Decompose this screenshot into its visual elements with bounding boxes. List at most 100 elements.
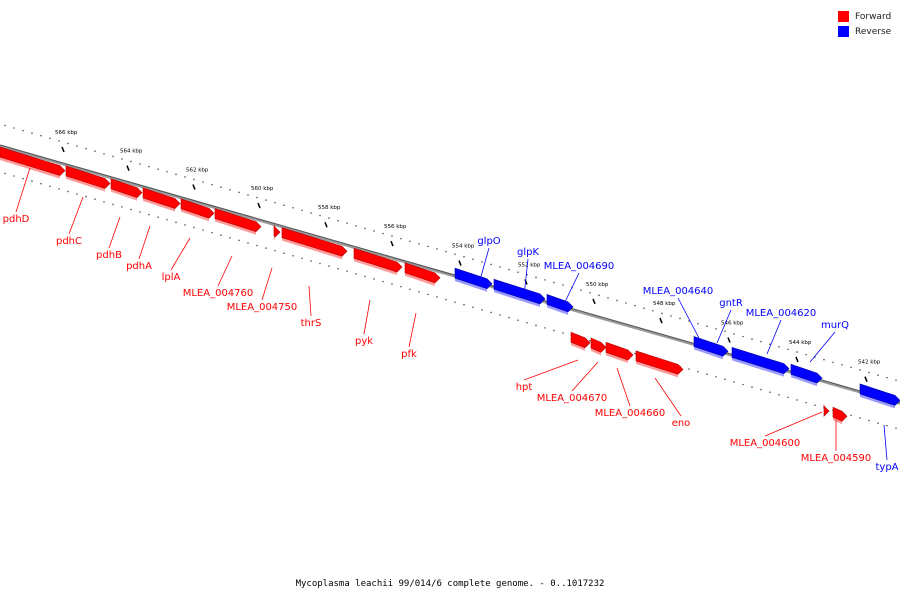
forward-label-0-leader: [15, 167, 31, 213]
tick-dot: [895, 427, 897, 430]
tick-dot: [175, 173, 177, 176]
gene-arrow: [493, 278, 546, 305]
tick-label: 556 kbp: [384, 224, 407, 230]
tick-dot: [355, 273, 357, 275]
gene-arrow: [454, 267, 493, 290]
tick-dot: [553, 329, 555, 332]
tick-dot: [220, 186, 222, 189]
tick-dot: [229, 188, 231, 191]
lower-reverse-label-0-leader: [883, 424, 888, 461]
tick-label: 560 kbp: [251, 186, 274, 192]
tick-dot: [832, 361, 834, 364]
lower-forward-label-0: hpt: [516, 382, 533, 393]
gene-arrow: [110, 178, 143, 198]
tick-dot: [94, 150, 96, 152]
tick-dot: [40, 182, 42, 185]
tick-dot: [715, 327, 717, 330]
gene-shadow: [860, 393, 895, 409]
tick-dot: [805, 353, 807, 356]
tick-dot: [436, 296, 438, 298]
tick-dot: [814, 404, 816, 406]
tick-dot: [148, 165, 150, 168]
forward-swatch: [838, 11, 849, 22]
gene-arrow: [65, 165, 111, 189]
tick-dot: [688, 320, 690, 322]
major-tick: [126, 165, 130, 171]
major-tick: [659, 317, 663, 324]
gene-shadow: [282, 237, 342, 260]
major-tick: [257, 202, 261, 209]
forward-label-1-leader: [68, 196, 84, 235]
forward-label-7: thrS: [301, 318, 322, 329]
reverse-gene: [493, 278, 546, 307]
tick-dot: [598, 294, 600, 297]
lower-forward-gene: [570, 331, 591, 351]
tick-dot: [895, 379, 897, 382]
reverse-gene: [859, 383, 900, 409]
tick-dot: [157, 168, 159, 170]
tick-dot: [301, 257, 303, 260]
tick-label: 562 kbp: [186, 167, 209, 173]
tick-dot: [13, 175, 15, 177]
reverse-label-1: glpK: [517, 247, 539, 258]
lower-forward-gene: [823, 404, 830, 417]
gene-shadow: [215, 218, 256, 235]
tick-dot: [868, 419, 870, 422]
gene-arrow: [546, 294, 574, 313]
tick-dot: [391, 283, 393, 285]
major-tick: [727, 337, 731, 343]
reverse-gene: [790, 363, 823, 387]
tick-label: 564 kbp: [120, 149, 143, 155]
tick-dot: [184, 176, 186, 178]
forward-label-0: pdhD: [3, 214, 30, 225]
tick-label: 552 kbp: [518, 262, 541, 268]
reverse-label-5-leader: [766, 319, 782, 355]
lower-forward-gene: [590, 337, 607, 356]
tick-dot: [364, 275, 366, 278]
tick-dot: [562, 332, 564, 334]
lower-forward-label-1: MLEA_004670: [537, 393, 608, 404]
tick-dot: [616, 299, 618, 302]
reverse-label: Reverse: [855, 26, 892, 37]
tick-dot: [688, 368, 690, 370]
tick-dot: [184, 224, 186, 226]
tick-dot: [553, 281, 555, 284]
gene-shadow: [405, 272, 435, 286]
reverse-gene: [731, 346, 790, 377]
gene-features: [0, 146, 900, 425]
tick-dot: [724, 378, 726, 381]
major-tick: [192, 184, 196, 190]
reverse-label-0-leader: [479, 247, 490, 281]
tick-dot: [112, 155, 114, 158]
tick-dot: [238, 191, 240, 194]
tick-dot: [193, 178, 195, 181]
forward-gene: [110, 178, 143, 201]
tick-dot: [634, 304, 636, 307]
gene-shadow: [494, 289, 540, 307]
lower-forward-label-1-leader: [571, 361, 599, 392]
tick-dot: [328, 265, 330, 267]
tick-dot: [787, 348, 789, 351]
lower-forward-gene: [832, 406, 848, 425]
forward-label-3-leader: [138, 225, 151, 260]
tick-dot: [202, 181, 204, 183]
tick-dot: [148, 213, 150, 216]
tick-dot: [22, 129, 24, 132]
gene-shadow: [455, 278, 487, 292]
gene-arrow: [635, 350, 684, 375]
tick-dot: [706, 373, 708, 376]
gene-shadow: [833, 417, 842, 425]
tick-dot: [337, 267, 339, 270]
tick-dot: [760, 388, 762, 391]
tick-dot: [544, 327, 546, 329]
forward-gene: [142, 187, 181, 212]
tick-dot: [769, 343, 771, 346]
tick-dot: [400, 237, 402, 240]
legend-reverse: Reverse: [838, 24, 891, 39]
forward-label-2-leader: [108, 216, 121, 249]
forward-label-6: MLEA_004750: [227, 302, 298, 313]
tick-dot: [400, 285, 402, 288]
gene-shadow: [694, 346, 723, 360]
gene-arrow: [790, 363, 823, 384]
forward-label-5-leader: [217, 255, 233, 287]
